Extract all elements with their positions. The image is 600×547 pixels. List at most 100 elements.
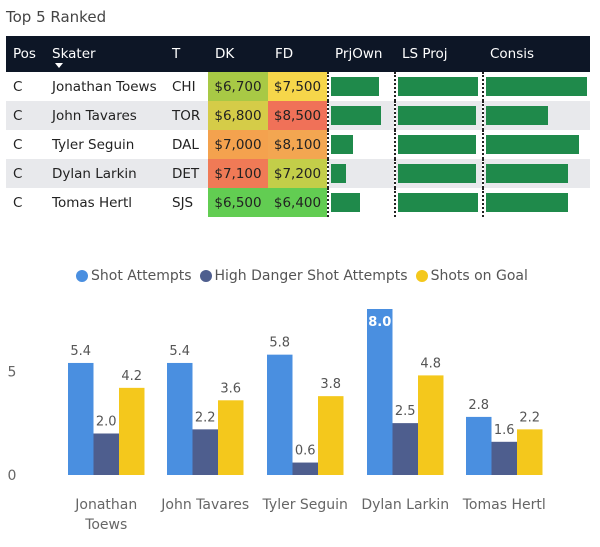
data-label: 2.0	[96, 415, 117, 430]
cell-dk: $6,700	[208, 72, 268, 101]
bar-1-1	[192, 429, 218, 475]
table-row[interactable]: C Jonathan Toews CHI $6,700 $7,500	[6, 72, 590, 101]
legend-label: Shot Attempts	[91, 268, 192, 284]
table-row[interactable]: C John Tavares TOR $6,800 $8,500	[6, 101, 590, 130]
col-header-fd[interactable]: FD	[268, 36, 328, 72]
data-label: 5.4	[169, 344, 190, 359]
col-header-consis[interactable]: Consis	[483, 36, 590, 72]
legend-dot-icon	[415, 270, 428, 282]
y-tick-label: 5	[8, 364, 17, 380]
consis-bar	[486, 135, 579, 154]
col-header-skater-label: Skater	[52, 46, 96, 62]
cell-team: DAL	[172, 136, 199, 153]
legend-item[interactable]: High Danger Shot Attempts	[199, 268, 408, 284]
cell-prjown	[327, 188, 395, 217]
col-header-team[interactable]: T	[165, 36, 208, 72]
consis-bar	[486, 193, 569, 212]
prjown-bar	[331, 135, 354, 154]
cell-pos: C	[6, 159, 45, 188]
legend-item[interactable]: Shot Attempts	[76, 268, 192, 284]
bar-0-3	[367, 309, 393, 475]
data-label: 4.8	[420, 356, 441, 371]
table-row[interactable]: C Dylan Larkin DET $7,100 $7,200	[6, 159, 590, 188]
prjown-bar	[331, 77, 379, 96]
cell-lsproj	[394, 159, 483, 188]
data-label: 2.2	[195, 410, 216, 425]
data-label: 1.6	[494, 423, 515, 438]
prjown-bar	[331, 106, 381, 125]
y-tick-label: 0	[8, 468, 17, 484]
bar-0-1	[167, 362, 193, 475]
cell-skater: Jonathan Toews	[52, 78, 157, 95]
legend-item[interactable]: Shots on Goal	[415, 268, 528, 284]
cell-fd: $8,100	[268, 130, 328, 159]
bar-chart: 0 5 5.4 5.4 5.8 8.0 2.8 2.0 2.2 0.6 2.5 1.6 4.2 3.6 3.…	[8, 309, 546, 533]
cell-skater: Tomas Hertl	[52, 194, 133, 211]
cell-pos: C	[6, 101, 45, 130]
col-header-prjown[interactable]: PrjOwn	[328, 36, 395, 72]
cell-lsproj	[394, 101, 483, 130]
data-label: 3.8	[320, 377, 341, 392]
col-header-lsproj[interactable]: LS Proj	[395, 36, 483, 72]
cell-prjown	[327, 159, 395, 188]
table-row[interactable]: C Tyler Seguin DAL $7,000 $8,100	[6, 130, 590, 159]
legend-label: High Danger Shot Attempts	[214, 268, 408, 284]
bar-0-2	[267, 354, 293, 475]
prjown-bar	[331, 164, 346, 183]
consis-bar	[486, 106, 548, 125]
cell-pos: C	[13, 78, 23, 95]
x-tick-label: Jonathan	[74, 497, 137, 513]
cell-prjown	[327, 130, 395, 159]
table-header-row: Pos Skater T DK FD PrjOwn LS Proj Consis	[6, 36, 590, 72]
cell-lsproj	[394, 72, 483, 101]
bar-0-0	[68, 362, 94, 475]
lsproj-bar	[398, 164, 477, 183]
cell-skater: John Tavares	[45, 101, 165, 130]
cell-skater: Tyler Seguin	[52, 136, 135, 153]
cell-skater: Dylan Larkin	[45, 159, 165, 188]
cell-fd: $7,500	[268, 72, 328, 101]
bar-1-4	[491, 441, 517, 475]
col-header-dk[interactable]: DK	[208, 36, 268, 72]
cell-prjown	[327, 101, 395, 130]
cell-dk: $6,800	[208, 101, 268, 130]
col-header-skater[interactable]: Skater	[45, 36, 165, 72]
col-header-pos[interactable]: Pos	[6, 36, 45, 72]
bar-2-4	[517, 429, 543, 475]
legend-dot-icon	[199, 270, 212, 282]
cell-prjown	[327, 72, 395, 101]
consis-bar	[486, 77, 587, 96]
bar-2-1	[218, 400, 244, 475]
ranked-table: Pos Skater T DK FD PrjOwn LS Proj Consis…	[6, 36, 590, 217]
bar-0-4	[466, 416, 492, 475]
x-tick-label: Toews	[84, 517, 127, 533]
legend-dot-icon	[76, 270, 88, 282]
cell-consis	[482, 101, 590, 130]
data-label: 5.4	[70, 344, 91, 359]
cell-team: CHI	[172, 78, 196, 95]
bar-2-0	[119, 387, 145, 475]
table-row[interactable]: C Tomas Hertl SJS $6,500 $6,400	[6, 188, 590, 217]
lsproj-bar	[398, 77, 478, 96]
cell-fd: $6,400	[268, 188, 328, 217]
bar-2-2	[318, 396, 344, 475]
sort-desc-icon	[55, 63, 63, 68]
cell-dk: $6,500	[208, 188, 268, 217]
bar-2-3	[418, 375, 444, 475]
cell-consis	[482, 130, 590, 159]
cell-dk: $7,000	[208, 130, 268, 159]
cell-fd: $7,200	[268, 159, 328, 188]
cell-lsproj	[394, 130, 483, 159]
cell-team: DET	[165, 159, 208, 188]
data-label: 4.2	[121, 369, 142, 384]
cell-consis	[482, 188, 590, 217]
data-label: 2.5	[395, 404, 416, 419]
bar-1-0	[93, 433, 119, 475]
data-label: 0.6	[295, 444, 316, 459]
chart-legend: Shot Attempts High Danger Shot Attempts Sh…	[76, 268, 536, 284]
legend-label: Shots on Goal	[430, 268, 528, 284]
cell-team: SJS	[172, 194, 194, 211]
data-label: 8.0	[368, 315, 391, 330]
data-label: 5.8	[269, 336, 290, 351]
bar-1-3	[392, 423, 418, 475]
